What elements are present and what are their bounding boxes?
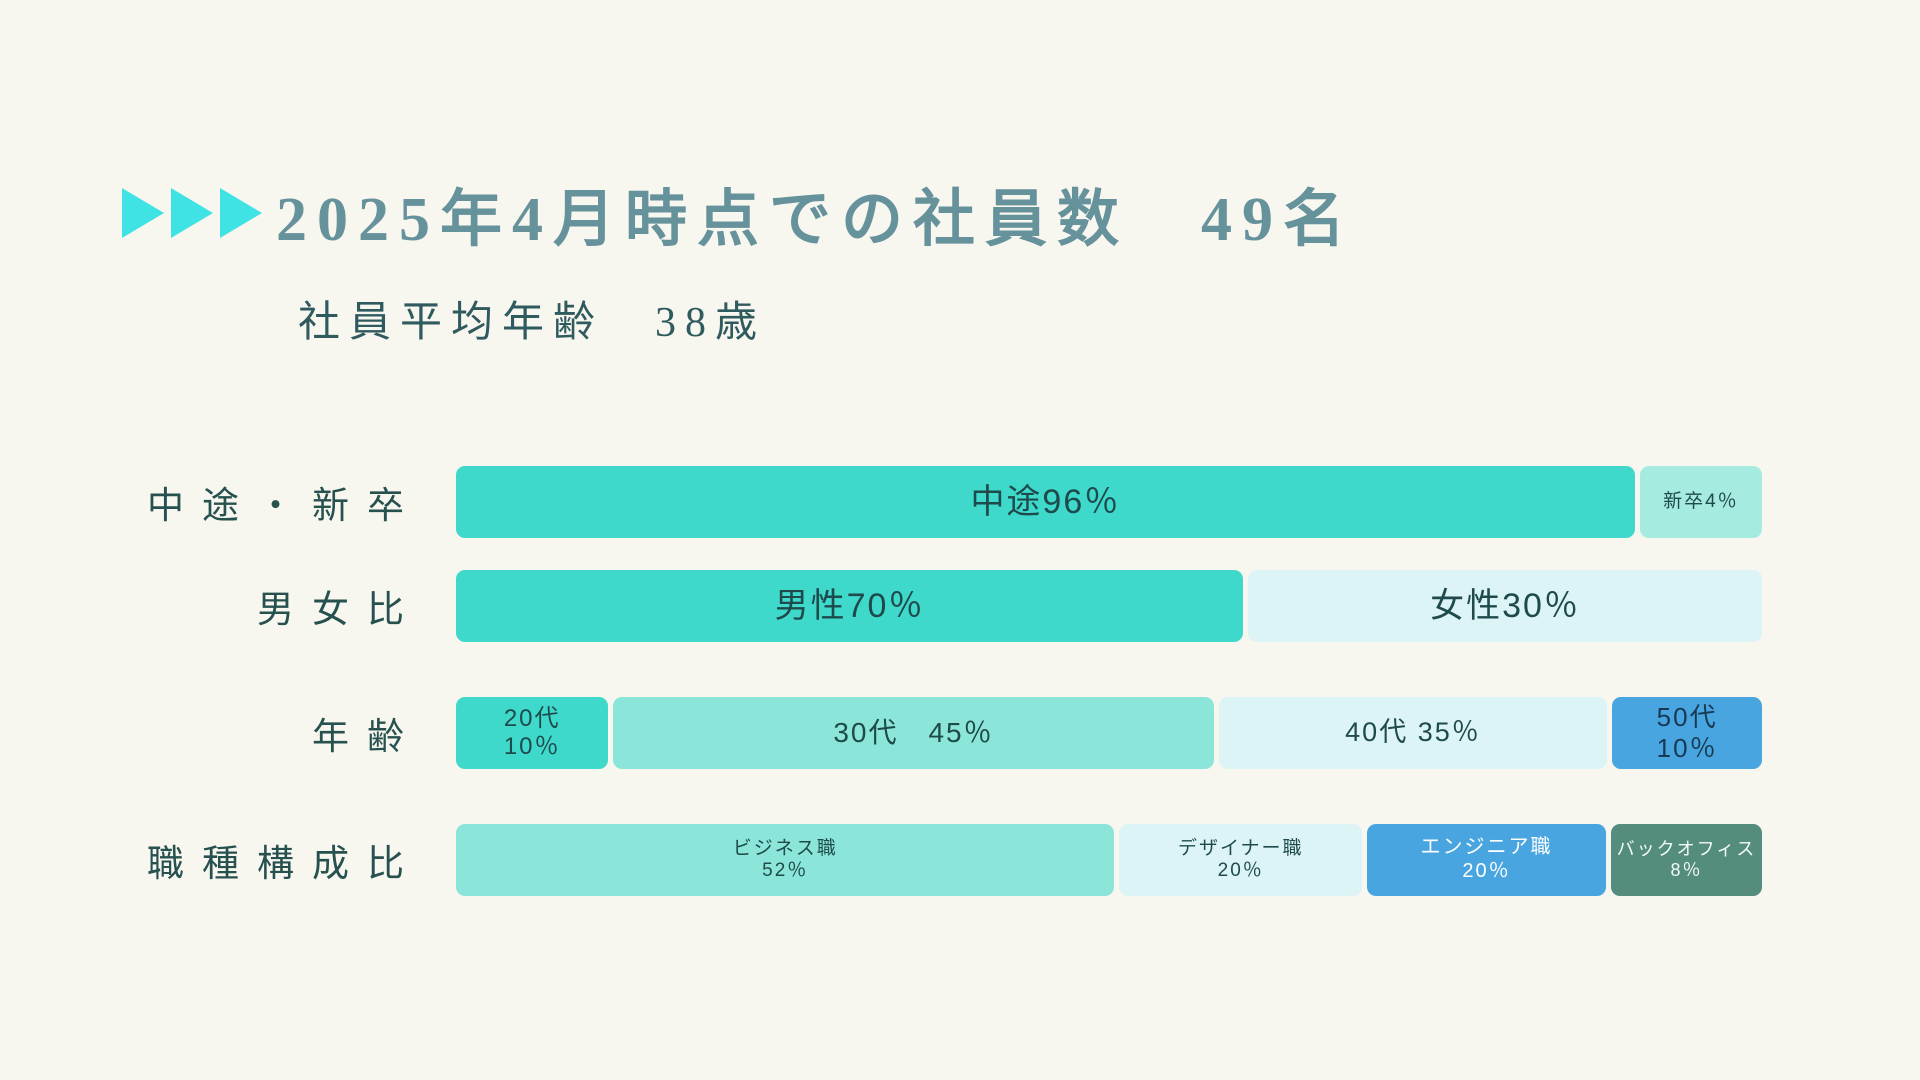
chart-row-gender-ratio: 男女比 男性70％ 女性30％ — [122, 570, 1762, 642]
page-title: 2025年4月時点での社員数 49名 — [276, 186, 1356, 254]
row-bar: 中途96％ 新卒4％ — [456, 466, 1762, 538]
bar-segment-mid-career: 中途96％ — [456, 466, 1635, 538]
bar-segment-new-grad: 新卒4％ — [1639, 466, 1762, 538]
row-bar: ビジネス職 52％ デザイナー職 20％ エンジニア職 20％ バックオフィス 8％ — [456, 824, 1762, 896]
bar-segment-engineer: エンジニア職 20％ — [1367, 824, 1606, 896]
bar-segment-back-office: バックオフィス 8％ — [1610, 824, 1762, 896]
bar-segment-female: 女性30％ — [1248, 570, 1762, 642]
row-bar: 20代 10％ 30代 45％ 40代 35％ 50代 10％ — [456, 697, 1762, 769]
chart-row-job-composition: 職種構成比 ビジネス職 52％ デザイナー職 20％ エンジニア職 20％ バックオフ… — [122, 824, 1762, 896]
bar-segment-40s: 40代 35％ — [1218, 697, 1608, 769]
header-arrows — [122, 188, 262, 238]
row-label: 職種構成比 — [147, 844, 422, 885]
play-triangle-icon — [220, 188, 262, 238]
bar-segment-30s: 30代 45％ — [613, 697, 1214, 769]
chart-row-age-group: 年齢 20代 10％ 30代 45％ 40代 35％ 50代 10％ — [122, 697, 1762, 769]
header: 2025年4月時点での社員数 49名 — [122, 168, 1355, 258]
bar-segment-male: 男性70％ — [456, 570, 1244, 642]
bar-segment-designer: デザイナー職 20％ — [1119, 824, 1363, 896]
chart-rows: 中途・新卒 中途96％ 新卒4％ 男女比 男性70％ 女性30％ 年齢 20代 10… — [122, 466, 1762, 896]
chart-row-career-type: 中途・新卒 中途96％ 新卒4％ — [122, 466, 1762, 538]
row-label: 年齢 — [312, 717, 422, 758]
row-label: 中途・新卒 — [147, 486, 422, 527]
bar-segment-20s: 20代 10％ — [456, 697, 609, 769]
play-triangle-icon — [122, 188, 164, 238]
page-subtitle: 社員平均年齢 38歳 — [298, 300, 767, 346]
row-label: 男女比 — [257, 590, 422, 631]
play-triangle-icon — [171, 188, 213, 238]
bar-segment-50s: 50代 10％ — [1612, 697, 1762, 769]
row-bar: 男性70％ 女性30％ — [456, 570, 1762, 642]
bar-segment-business: ビジネス職 52％ — [456, 824, 1115, 896]
